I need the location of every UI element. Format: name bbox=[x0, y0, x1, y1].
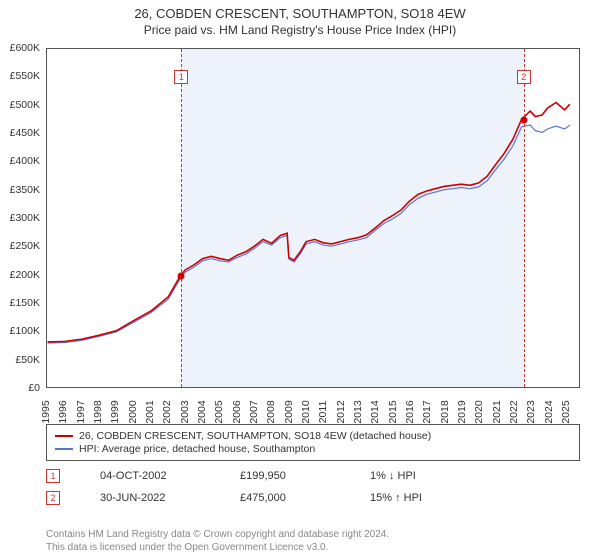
x-axis-label: 2016 bbox=[404, 400, 416, 423]
footnote: Contains HM Land Registry data © Crown c… bbox=[46, 528, 389, 554]
legend-block: 26, COBDEN CRESCENT, SOUTHAMPTON, SO18 4… bbox=[46, 424, 580, 505]
x-axis-label: 2000 bbox=[127, 400, 139, 423]
y-axis-label: £600K bbox=[10, 42, 40, 54]
sale-marker-dot bbox=[520, 116, 527, 123]
x-axis-label: 2007 bbox=[248, 400, 260, 423]
legend-label: HPI: Average price, detached house, Sout… bbox=[79, 443, 315, 455]
series-property bbox=[48, 103, 570, 342]
x-axis-label: 2003 bbox=[179, 400, 191, 423]
x-axis-label: 2022 bbox=[508, 400, 520, 423]
chart-lines-svg bbox=[47, 49, 579, 387]
x-axis-label: 2020 bbox=[473, 400, 485, 423]
sale-date: 30-JUN-2022 bbox=[100, 492, 200, 504]
title-line1: 26, COBDEN CRESCENT, SOUTHAMPTON, SO18 4… bbox=[0, 6, 600, 21]
x-axis-label: 2013 bbox=[352, 400, 364, 423]
x-axis-label: 2018 bbox=[439, 400, 451, 423]
x-axis-label: 2025 bbox=[560, 400, 572, 423]
sale-price: £475,000 bbox=[240, 492, 330, 504]
x-axis-label: 2023 bbox=[525, 400, 537, 423]
sale-marker-box: 1 bbox=[174, 70, 188, 84]
legend-label: 26, COBDEN CRESCENT, SOUTHAMPTON, SO18 4… bbox=[79, 430, 431, 442]
y-axis-label: £0 bbox=[28, 382, 40, 394]
marker-vline bbox=[524, 49, 525, 387]
series-hpi bbox=[48, 125, 570, 343]
legend-swatch bbox=[55, 435, 73, 437]
x-axis-label: 2010 bbox=[300, 400, 312, 423]
title-block: 26, COBDEN CRESCENT, SOUTHAMPTON, SO18 4… bbox=[0, 0, 600, 39]
x-axis-label: 1999 bbox=[109, 400, 121, 423]
sale-row: 1 04-OCT-2002 £199,950 1% ↓ HPI bbox=[46, 469, 580, 483]
title-line2: Price paid vs. HM Land Registry's House … bbox=[0, 23, 600, 37]
x-axis-label: 2001 bbox=[144, 400, 156, 423]
sale-marker-dot bbox=[178, 272, 185, 279]
x-axis-label: 2005 bbox=[213, 400, 225, 423]
y-axis-label: £500K bbox=[10, 99, 40, 111]
chart-area: 12 £0£50K£100K£150K£200K£250K£300K£350K£… bbox=[46, 48, 580, 388]
sale-price: £199,950 bbox=[240, 470, 330, 482]
sales-rows: 1 04-OCT-2002 £199,950 1% ↓ HPI 2 30-JUN-2022… bbox=[46, 469, 580, 505]
x-axis-label: 2024 bbox=[543, 400, 555, 423]
sale-row: 2 30-JUN-2022 £475,000 15% ↑ HPI bbox=[46, 491, 580, 505]
footnote-line2: This data is licensed under the Open Gov… bbox=[46, 541, 389, 554]
x-axis-label: 2009 bbox=[283, 400, 295, 423]
x-axis-label: 2006 bbox=[231, 400, 243, 423]
y-axis-label: £450K bbox=[10, 127, 40, 139]
x-axis-label: 2019 bbox=[456, 400, 468, 423]
x-axis-label: 1996 bbox=[57, 400, 69, 423]
x-axis-label: 1998 bbox=[92, 400, 104, 423]
plot-area: 12 bbox=[46, 48, 580, 388]
x-axis-label: 2004 bbox=[196, 400, 208, 423]
sale-date: 04-OCT-2002 bbox=[100, 470, 200, 482]
legend-row: HPI: Average price, detached house, Sout… bbox=[55, 443, 571, 455]
x-axis-label: 1997 bbox=[75, 400, 87, 423]
sale-number-box: 2 bbox=[46, 491, 60, 505]
y-axis-label: £400K bbox=[10, 155, 40, 167]
legend-box: 26, COBDEN CRESCENT, SOUTHAMPTON, SO18 4… bbox=[46, 424, 580, 461]
x-axis-label: 1995 bbox=[40, 400, 52, 423]
marker-vline bbox=[181, 49, 182, 387]
sale-hpi-diff: 15% ↑ HPI bbox=[370, 492, 422, 504]
footnote-line1: Contains HM Land Registry data © Crown c… bbox=[46, 528, 389, 541]
x-axis-label: 2015 bbox=[387, 400, 399, 423]
legend-swatch bbox=[55, 448, 73, 450]
y-axis-label: £100K bbox=[10, 325, 40, 337]
x-axis-label: 2002 bbox=[161, 400, 173, 423]
sale-hpi-diff: 1% ↓ HPI bbox=[370, 470, 416, 482]
sale-marker-box: 2 bbox=[517, 70, 531, 84]
sale-number-box: 1 bbox=[46, 469, 60, 483]
x-axis-label: 2011 bbox=[317, 401, 329, 424]
x-axis-label: 2012 bbox=[335, 400, 347, 423]
y-axis-label: £550K bbox=[10, 70, 40, 82]
y-axis-label: £200K bbox=[10, 269, 40, 281]
x-axis-label: 2014 bbox=[369, 400, 381, 423]
x-axis-label: 2008 bbox=[265, 400, 277, 423]
y-axis-label: £50K bbox=[15, 354, 40, 366]
y-axis-label: £300K bbox=[10, 212, 40, 224]
y-axis-label: £350K bbox=[10, 184, 40, 196]
x-axis-label: 2017 bbox=[421, 400, 433, 423]
x-axis-label: 2021 bbox=[491, 400, 503, 423]
legend-row: 26, COBDEN CRESCENT, SOUTHAMPTON, SO18 4… bbox=[55, 430, 571, 442]
y-axis-label: £150K bbox=[10, 297, 40, 309]
y-axis-label: £250K bbox=[10, 240, 40, 252]
